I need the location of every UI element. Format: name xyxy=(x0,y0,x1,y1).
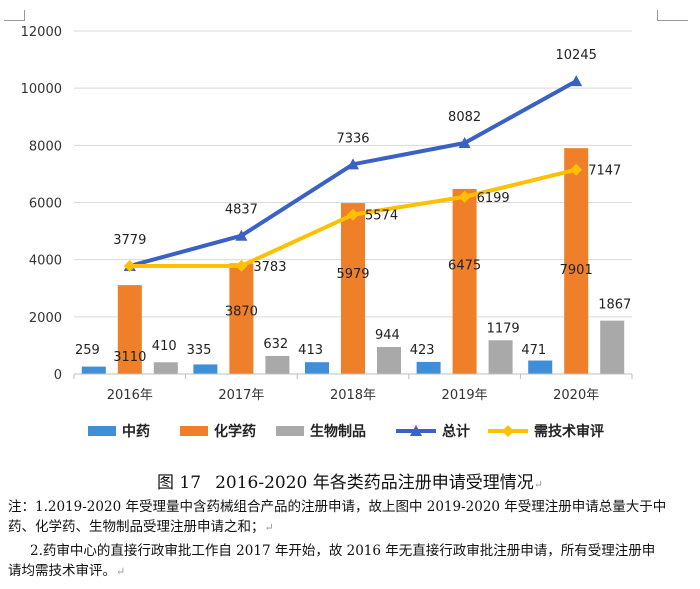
line-marker xyxy=(123,259,136,272)
bar-data-label: 3870 xyxy=(225,304,258,319)
y-tick-label: 10000 xyxy=(21,82,62,97)
legend-label: 中药 xyxy=(122,423,150,440)
y-tick-label: 4000 xyxy=(29,254,62,269)
legend: 中药 化学药 生物制品 总计 需技术审评 xyxy=(88,423,604,440)
bar-data-label: 335 xyxy=(187,343,212,358)
line-marker xyxy=(570,163,583,176)
bar-data-label: 7901 xyxy=(560,263,593,278)
bar xyxy=(153,362,178,374)
bar xyxy=(377,347,401,374)
bar-data-label: 1179 xyxy=(487,321,520,336)
bar xyxy=(341,203,365,374)
y-tick-label: 12000 xyxy=(21,25,62,40)
line-data-label: 6199 xyxy=(477,191,510,206)
x-tick-label: 2016年 xyxy=(107,388,153,403)
paragraph-mark: ↵ xyxy=(264,521,274,534)
x-tick-label: 2020年 xyxy=(553,388,599,403)
x-tick-label: 2019年 xyxy=(442,388,488,403)
note-2-text: 2.药审中心的直接行政审批工作自 2017 年开始，故 2016 年无直接行政审… xyxy=(8,543,656,579)
line-data-label: 3779 xyxy=(113,233,146,248)
bars xyxy=(81,148,625,374)
bar xyxy=(564,148,589,374)
legend-label: 总计 xyxy=(442,423,470,440)
bar-data-label: 413 xyxy=(298,343,323,358)
bar xyxy=(305,362,329,374)
bar xyxy=(416,361,441,374)
line-marker xyxy=(458,136,471,148)
bar-data-label: 944 xyxy=(375,328,400,343)
note-2: 2.药审中心的直接行政审批工作自 2017 年开始，故 2016 年无直接行政审… xyxy=(8,541,668,582)
bar xyxy=(452,188,477,374)
line-data-label: 3783 xyxy=(253,260,286,275)
figure-caption: 图 17 2016-2020 年各类药品注册申请受理情况↵ xyxy=(0,468,700,493)
legend-swatch xyxy=(180,426,208,436)
bar xyxy=(193,364,218,374)
line-data-label: 7336 xyxy=(336,131,369,146)
bar-data-label: 410 xyxy=(152,339,177,354)
bar-data-label: 632 xyxy=(263,337,288,352)
bar xyxy=(229,263,254,374)
caption-text: 2016-2020 年各类药品注册申请受理情况 xyxy=(215,473,534,493)
line-marker xyxy=(347,208,359,221)
bar xyxy=(488,340,513,374)
paragraph-mark: ↵ xyxy=(116,565,126,578)
data-labels: 259 335 413 423 471 3110 3870 5979 6475 7901 410 63… xyxy=(75,48,631,365)
corner-mark-right xyxy=(657,10,688,21)
line-data-label: 8082 xyxy=(448,110,481,125)
bar-data-label: 5979 xyxy=(336,267,369,282)
y-tick-label: 8000 xyxy=(29,139,62,154)
legend-marker xyxy=(502,425,514,437)
bar-data-label: 3110 xyxy=(113,350,146,365)
x-tick-label: 2018年 xyxy=(330,388,376,403)
bar-data-label: 259 xyxy=(75,343,100,358)
line-data-label: 7147 xyxy=(588,164,621,179)
line-marker xyxy=(347,158,359,170)
bar-data-label: 423 xyxy=(410,343,435,358)
y-tick-label: 0 xyxy=(54,368,62,383)
line-data-label: 4837 xyxy=(225,203,258,218)
note-1-text: 注：1.2019-2020 年受理量中含药械组合产品的注册申请，故上图中 201… xyxy=(8,499,667,535)
bar xyxy=(81,366,106,374)
line-marker xyxy=(235,229,248,241)
legend-label: 化学药 xyxy=(214,423,256,440)
y-axis: 0 2000 4000 6000 8000 10000 12000 xyxy=(21,25,62,383)
legend-swatch xyxy=(88,426,116,436)
corner-mark-left xyxy=(4,10,25,21)
line-marker xyxy=(570,75,583,87)
line-data-label: 10245 xyxy=(556,48,597,63)
y-tick-label: 2000 xyxy=(29,311,62,326)
line-marker xyxy=(235,259,248,272)
note-1: 注：1.2019-2020 年受理量中含药械组合产品的注册申请，故上图中 201… xyxy=(8,497,668,538)
chart: 0 2000 4000 6000 8000 10000 12000 259 335 413 423… xyxy=(21,25,633,440)
bar xyxy=(600,320,625,374)
line-data-label: 5574 xyxy=(365,209,398,224)
bar xyxy=(117,285,142,374)
lines xyxy=(123,75,583,272)
legend-marker xyxy=(410,425,422,436)
legend-label: 生物制品 xyxy=(310,423,366,440)
x-axis: 2016年 2017年 2018年 2019年 2020年 xyxy=(73,373,633,403)
paragraph-mark: ↵ xyxy=(533,478,543,491)
x-tick-label: 2017年 xyxy=(218,388,264,403)
legend-label: 需技术审评 xyxy=(534,423,604,440)
bar xyxy=(265,355,290,374)
legend-swatch xyxy=(276,426,304,436)
bar-data-label: 471 xyxy=(521,343,546,358)
bar-data-label: 1867 xyxy=(598,298,631,313)
y-tick-label: 6000 xyxy=(29,197,62,212)
bar xyxy=(528,360,553,374)
line-marker xyxy=(458,190,471,203)
bar-data-label: 6475 xyxy=(448,258,481,273)
caption-number: 图 17 xyxy=(157,473,202,493)
